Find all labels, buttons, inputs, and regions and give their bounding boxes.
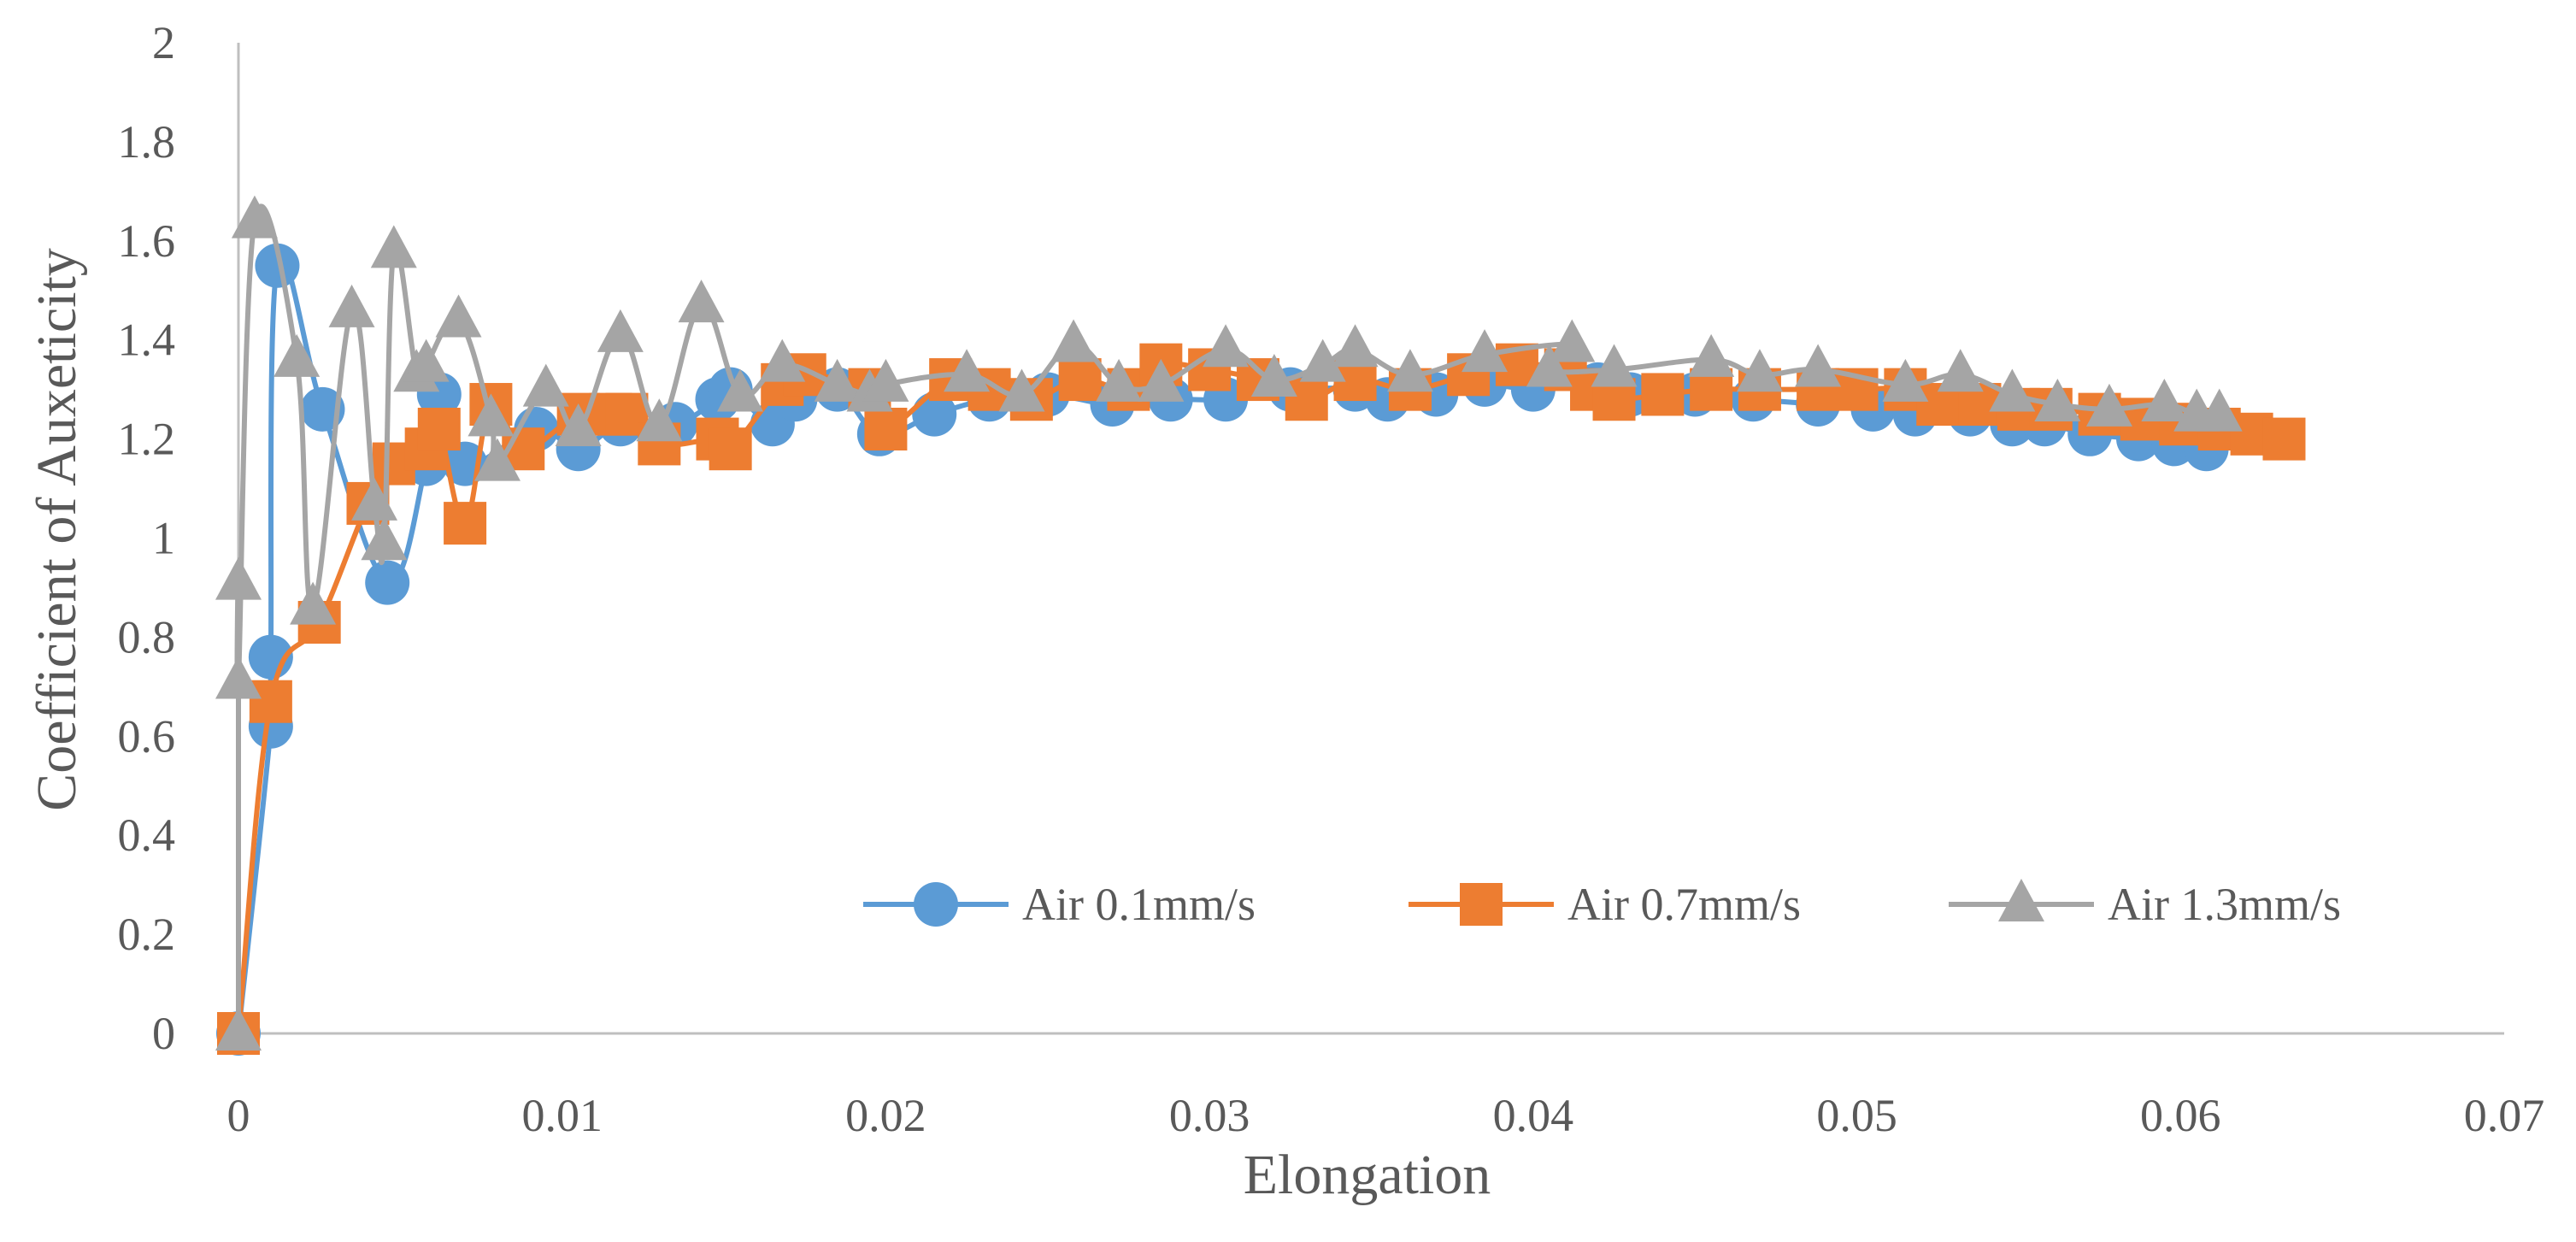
data-point bbox=[361, 517, 408, 561]
data-point bbox=[365, 560, 410, 605]
series-2 bbox=[217, 343, 2306, 1055]
data-point bbox=[1050, 319, 1097, 362]
data-point bbox=[1736, 349, 1783, 392]
legend-label: Air 0.7mm/s bbox=[1567, 879, 1801, 930]
data-point bbox=[1332, 324, 1379, 368]
data-point bbox=[328, 284, 375, 327]
data-point bbox=[215, 656, 262, 699]
y-tick-label: 0.6 bbox=[118, 710, 176, 762]
data-point bbox=[2196, 388, 2243, 432]
series bbox=[215, 195, 2306, 1056]
y-tick-label: 2 bbox=[152, 17, 175, 68]
y-tick-labels: 0 0.2 0.4 0.6 0.8 1 1.2 1.4 1.6 1.8 2 bbox=[118, 17, 176, 1059]
data-point bbox=[1058, 358, 1102, 402]
y-tick-label: 0 bbox=[152, 1008, 175, 1059]
data-point bbox=[678, 280, 725, 323]
data-point bbox=[1882, 358, 1929, 402]
data-point bbox=[468, 393, 515, 437]
x-tick-label: 0 bbox=[227, 1090, 250, 1141]
data-point bbox=[249, 680, 292, 723]
data-point bbox=[864, 408, 908, 451]
legend-marker bbox=[1460, 883, 1503, 926]
series-line bbox=[236, 361, 2285, 1034]
data-point bbox=[1937, 349, 1984, 392]
data-point bbox=[273, 333, 321, 377]
data-point bbox=[2262, 417, 2306, 461]
legend-marker bbox=[914, 882, 958, 927]
legend: Air 0.1mm/s Air 0.7mm/s Air 1.3mm/s bbox=[863, 879, 2341, 930]
data-point bbox=[2085, 383, 2132, 427]
data-point bbox=[403, 338, 450, 382]
data-point bbox=[1549, 319, 1596, 362]
y-tick-label: 1 bbox=[152, 513, 175, 564]
legend-item: Air 1.3mm/s bbox=[1949, 879, 2341, 930]
data-point bbox=[290, 581, 337, 625]
data-point bbox=[1461, 329, 1509, 373]
data-point bbox=[759, 338, 806, 382]
data-point bbox=[555, 403, 602, 447]
data-point bbox=[1203, 324, 1250, 368]
data-point bbox=[2141, 379, 2188, 422]
data-point bbox=[717, 368, 764, 412]
data-point bbox=[1688, 333, 1735, 377]
y-tick-label: 0.2 bbox=[118, 909, 176, 960]
data-point bbox=[944, 349, 991, 392]
data-point bbox=[1641, 373, 1685, 416]
legend-item: Air 0.7mm/s bbox=[1409, 879, 1801, 930]
y-tick-label: 1.6 bbox=[118, 215, 176, 267]
y-tick-label: 1.4 bbox=[118, 315, 176, 366]
y-tick-label: 1.8 bbox=[118, 116, 176, 168]
data-point bbox=[709, 427, 752, 471]
data-point bbox=[231, 195, 278, 238]
y-axis-title: Coefficient of Auxeticity bbox=[26, 248, 88, 811]
data-point bbox=[998, 368, 1045, 412]
data-point bbox=[215, 1008, 262, 1051]
data-point bbox=[255, 243, 300, 288]
data-point bbox=[862, 358, 909, 402]
data-point bbox=[215, 556, 262, 600]
x-tick-label: 0.05 bbox=[1816, 1090, 1897, 1141]
data-point bbox=[417, 408, 461, 451]
y-tick-label: 0.8 bbox=[118, 611, 176, 662]
x-axis-title: Elongation bbox=[1244, 1144, 1491, 1206]
x-tick-label: 0.02 bbox=[845, 1090, 926, 1141]
data-point bbox=[1285, 378, 1328, 421]
data-point bbox=[636, 398, 683, 442]
legend-label: Air 1.3mm/s bbox=[2108, 879, 2341, 930]
data-point bbox=[1386, 349, 1433, 392]
y-tick-label: 1.2 bbox=[118, 414, 176, 465]
legend-item: Air 0.1mm/s bbox=[863, 879, 1256, 930]
x-tick-label: 0.04 bbox=[1493, 1090, 1574, 1141]
data-point bbox=[522, 363, 569, 407]
x-tick-label: 0.07 bbox=[2464, 1090, 2545, 1141]
y-tick-label: 0.4 bbox=[118, 809, 176, 861]
data-point bbox=[473, 438, 520, 481]
data-point bbox=[370, 225, 417, 268]
data-point bbox=[1096, 358, 1143, 402]
data-point bbox=[444, 502, 487, 545]
x-tick-label: 0.01 bbox=[521, 1090, 603, 1141]
legend-label: Air 0.1mm/s bbox=[1022, 879, 1256, 930]
data-point bbox=[1795, 344, 1842, 387]
data-point bbox=[1989, 368, 2036, 412]
data-point bbox=[351, 477, 398, 521]
data-point bbox=[814, 358, 861, 402]
data-point bbox=[435, 294, 482, 338]
legend-marker bbox=[1998, 879, 2044, 921]
data-point bbox=[1138, 358, 1185, 402]
data-point bbox=[1526, 344, 1573, 387]
data-point bbox=[1591, 344, 1638, 387]
data-point bbox=[1250, 354, 1297, 397]
data-point bbox=[2034, 379, 2081, 422]
data-point bbox=[1299, 338, 1346, 382]
data-point bbox=[597, 309, 644, 352]
x-tick-label: 0.06 bbox=[2140, 1090, 2221, 1141]
x-tick-labels: 0 0.01 0.02 0.03 0.04 0.05 0.06 0.07 bbox=[227, 1090, 2545, 1141]
series-3 bbox=[215, 195, 2243, 1051]
x-tick-label: 0.03 bbox=[1169, 1090, 1250, 1141]
